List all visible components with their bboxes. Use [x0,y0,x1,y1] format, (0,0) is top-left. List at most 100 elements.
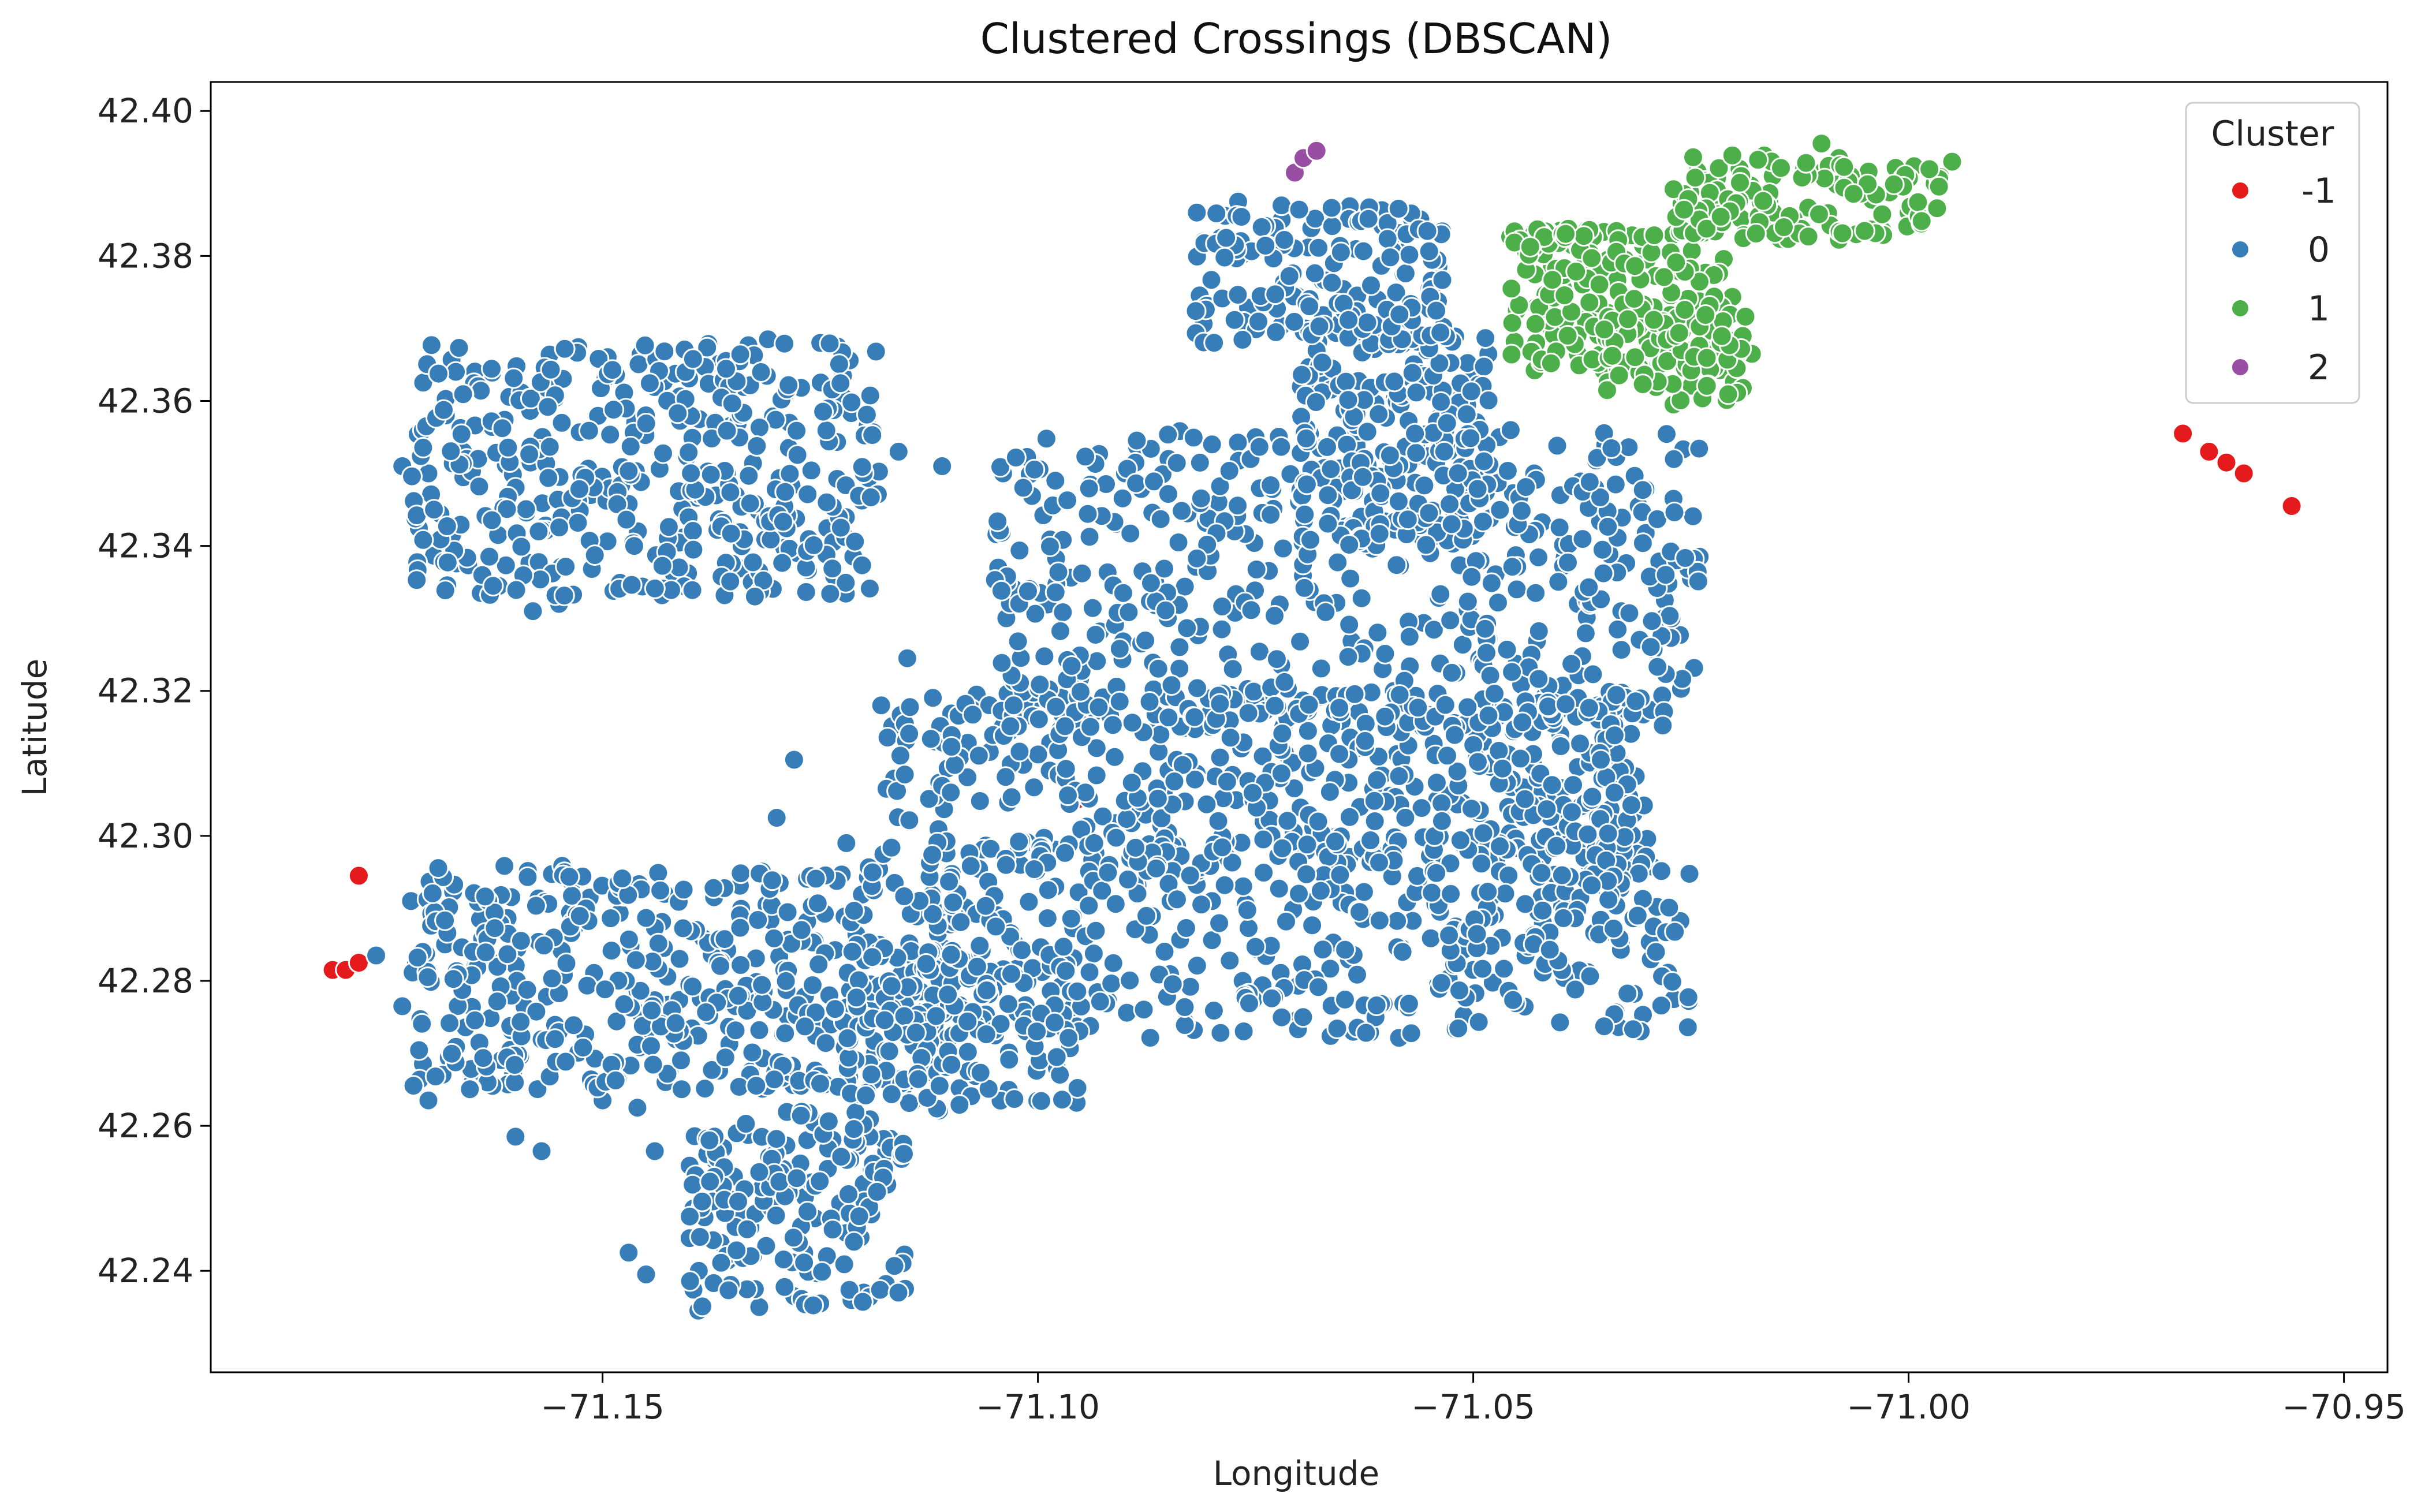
data-point [1109,638,1131,660]
data-point [1941,151,1963,173]
data-point [1398,244,1420,266]
data-point [459,1078,481,1100]
data-point [1418,502,1440,524]
data-point [1623,288,1645,310]
data-point [1155,599,1177,621]
data-point [1457,696,1479,718]
data-point [2172,423,2194,445]
data-point [815,420,837,442]
data-point [1319,781,1341,803]
data-point [940,782,962,804]
data-point [1109,690,1131,712]
data-point [1598,888,1620,910]
data-point [682,976,703,998]
data-point [990,1013,1012,1035]
data-point [1501,344,1523,365]
data-point [1236,899,1258,921]
data-point [402,1075,424,1097]
data-point [1770,157,1792,179]
data-point [748,417,770,438]
data-point [1557,324,1579,346]
data-point [1645,941,1667,963]
data-point [1391,941,1413,963]
data-point [699,1129,721,1151]
y-tick-label: 42.28 [98,961,193,1000]
data-point [1147,658,1169,680]
data-point [504,1072,526,1093]
data-points [322,133,2303,1321]
data-point [572,1037,594,1058]
data-point [1027,744,1049,766]
data-point [599,424,621,446]
data-point [1413,475,1435,496]
data-point [838,1047,860,1069]
x-tick-label: −71.05 [1411,1387,1535,1427]
data-point [815,1032,837,1054]
data-point [716,420,738,442]
data-point [830,1146,852,1168]
data-point [883,1255,905,1277]
data-point [1797,226,1819,248]
data-point [651,555,673,577]
data-point [1319,958,1341,980]
data-point [1480,572,1502,594]
data-point [727,985,749,1007]
data-point [647,932,669,954]
data-point [1561,653,1583,675]
data-point [497,436,519,458]
data-point [1389,304,1411,326]
data-point [1082,597,1103,619]
data-point [1607,618,1629,640]
data-point [741,1041,763,1063]
legend-items: -1 0 1 2 [2231,171,2336,388]
data-point [1643,309,1665,331]
data-point [739,492,761,514]
data-point [1493,958,1515,980]
x-axis-ticks: −71.15 −71.10 −71.05 −71.00 −70.95 [540,1372,2406,1427]
data-point [1379,445,1401,466]
data-point [1085,764,1107,786]
data-point [1230,206,1252,227]
data-point [484,917,506,939]
data-point [1297,720,1319,742]
data-point [786,444,808,466]
data-point [406,947,428,969]
data-point [1475,327,1497,349]
data-point [1208,912,1230,934]
data-point [1222,658,1244,680]
data-point [805,1002,827,1024]
data-point [640,1035,662,1057]
data-point [1297,742,1319,764]
data-point [1437,745,1458,767]
data-point [1209,693,1231,715]
data-point [848,1205,870,1227]
data-point [678,442,700,464]
data-point [995,854,1017,876]
data-point [495,554,517,576]
legend-marker [2231,299,2249,318]
data-point [976,980,998,1001]
data-point [1588,274,1610,296]
data-point [1337,389,1359,411]
data-point [1311,352,1333,374]
data-point [760,528,782,550]
data-point [1466,923,1488,945]
data-point [497,943,518,965]
data-point [391,995,413,1017]
data-point [1305,140,1327,162]
data-point [1055,960,1077,982]
data-point [1484,682,1505,704]
data-point [1304,262,1326,284]
data-point [1210,1022,1232,1044]
data-point [949,1094,971,1116]
data-point [1271,195,1292,216]
data-point [544,1028,566,1050]
data-point [1111,487,1133,509]
data-point [491,417,513,439]
data-point [1388,765,1410,787]
data-point [1550,736,1572,757]
data-point [650,879,671,901]
data-point [436,516,458,537]
data-point [1325,831,1346,853]
data-point [824,998,846,1020]
